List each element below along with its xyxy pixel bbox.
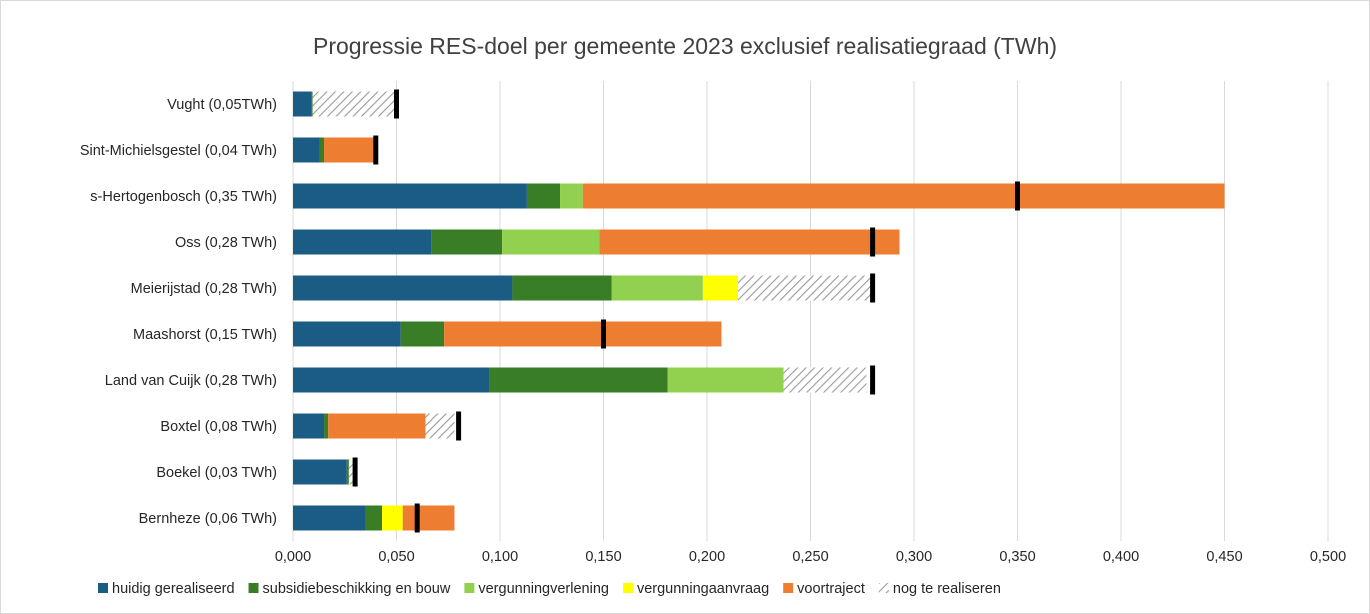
target-marker [870, 273, 876, 303]
bar-segment [324, 137, 376, 163]
x-tick-label: 0,200 [689, 549, 725, 565]
legend-label: nog te realiseren [893, 581, 1001, 597]
x-tick-label: 0,300 [896, 549, 932, 565]
bar-segment [293, 505, 366, 531]
legend-label: subsidiebeschikking en bouw [263, 581, 451, 597]
category-label: Oss (0,28 TWh) [175, 235, 277, 251]
bar-segment [489, 367, 668, 393]
x-tick-label: 0,050 [378, 549, 414, 565]
chart-title: Progressie RES-doel per gemeente 2023 ex… [313, 33, 1057, 59]
bar-segment [293, 183, 527, 209]
bar-segment [526, 183, 561, 209]
target-marker [414, 503, 420, 533]
bar-segment [582, 183, 1225, 209]
target-markers [352, 89, 1020, 533]
bar-segment [293, 413, 325, 439]
legend-swatch [464, 583, 475, 593]
bar-segment [611, 275, 703, 301]
bar-segment [348, 459, 354, 485]
legend-swatch [98, 583, 108, 593]
target-marker [601, 319, 606, 349]
bar-segment [431, 229, 503, 255]
bar-segment [512, 275, 612, 301]
bar-segment [783, 367, 867, 393]
bar-segment [293, 459, 347, 485]
bar-segment [293, 137, 320, 163]
bar-segment [365, 505, 383, 531]
legend-swatch [878, 583, 889, 593]
x-tick-label: 0,000 [275, 549, 311, 565]
bar-segment [328, 413, 426, 439]
category-label: Boxtel (0,08 TWh) [160, 419, 277, 435]
target-marker [870, 227, 876, 257]
bar-segment [502, 229, 600, 255]
bar-segment [293, 275, 513, 301]
x-tick-label: 0,250 [792, 549, 828, 565]
x-tick-label: 0,100 [482, 549, 518, 565]
bar-segment [402, 505, 455, 531]
category-label: Land van Cuijk (0,28 TWh) [105, 373, 277, 389]
target-marker [1015, 181, 1020, 211]
bar-segment [311, 91, 313, 117]
bar-segment [312, 91, 396, 117]
bars [293, 91, 1225, 531]
bar-segment [293, 321, 401, 347]
bar-segment [444, 321, 722, 347]
gridlines [292, 81, 1329, 541]
legend: huidig gerealiseerd subsidiebeschikking e… [98, 581, 1001, 597]
bar-segment [319, 137, 325, 163]
x-tick-label: 0,500 [1310, 549, 1346, 565]
bar-segment [425, 413, 455, 439]
legend-label: voortraject [797, 581, 865, 597]
bar-segment [293, 367, 490, 393]
bar-segment [293, 229, 432, 255]
bar-segment [293, 91, 312, 117]
legend-label: vergunningaanvraag [637, 581, 769, 597]
x-tick-label: 0,450 [1206, 549, 1242, 565]
bar-segment [324, 413, 329, 439]
category-label: Bernheze (0,06 TWh) [139, 511, 277, 527]
category-label: s-Hertogenbosch (0,35 TWh) [90, 189, 277, 205]
bar-segment [346, 459, 349, 485]
bar-segment [382, 505, 403, 531]
legend-label: vergunningverlening [478, 581, 609, 597]
x-axis-ticks: 0,000 0,050 0,100 0,150 0,200 0,250 0,300 0,350… [275, 549, 1346, 565]
x-tick-label: 0,400 [1103, 549, 1139, 565]
legend-swatch [248, 583, 259, 593]
category-label: Boekel (0,03 TWh) [156, 465, 277, 481]
legend-swatch [783, 583, 794, 593]
bar-segment [667, 367, 784, 393]
category-labels: Vught (0,05TWh) Sint-Michielsgestel (0,04… [80, 97, 277, 527]
bar-segment [400, 321, 445, 347]
category-label: Maashorst (0,15 TWh) [133, 327, 277, 343]
bar-segment [599, 229, 900, 255]
x-tick-label: 0,350 [999, 549, 1035, 565]
category-label: Sint-Michielsgestel (0,04 TWh) [80, 143, 277, 159]
target-marker [373, 135, 379, 165]
target-marker [394, 89, 399, 119]
x-tick-label: 0,150 [585, 549, 621, 565]
category-label: Meierijstad (0,28 TWh) [131, 281, 277, 297]
category-label: Vught (0,05TWh) [167, 97, 277, 113]
legend-swatch [622, 583, 633, 593]
legend-label: huidig gerealiseerd [112, 581, 235, 597]
bar-segment [560, 183, 583, 209]
target-marker [870, 365, 876, 395]
target-marker [456, 411, 462, 441]
target-marker [352, 457, 358, 487]
bar-segment [702, 275, 739, 301]
bar-segment [738, 275, 873, 301]
